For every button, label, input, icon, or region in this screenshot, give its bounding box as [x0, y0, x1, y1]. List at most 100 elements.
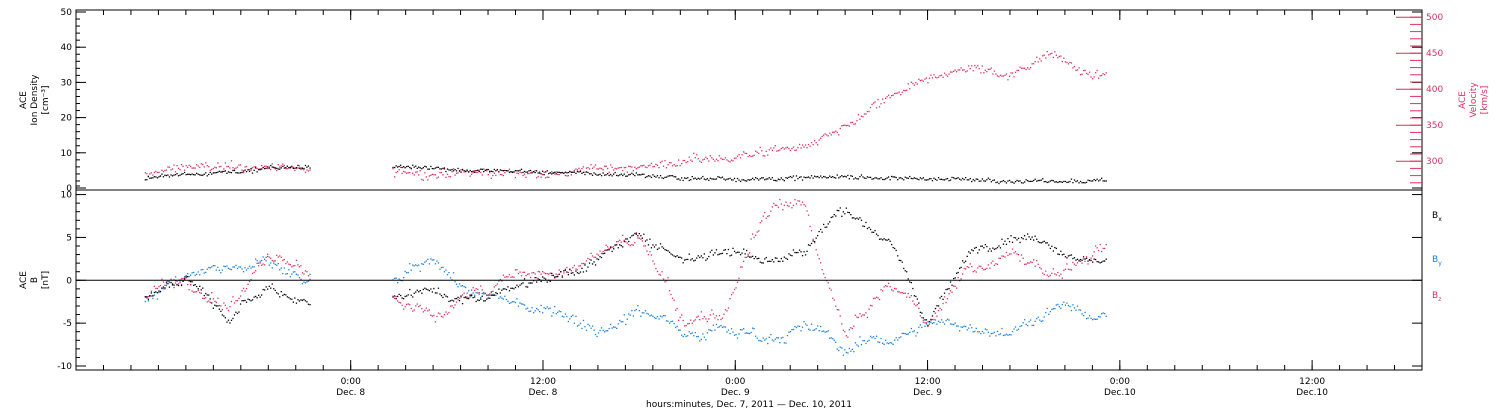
data-point	[949, 179, 952, 181]
data-point	[144, 296, 146, 298]
data-point	[718, 253, 721, 255]
data-point	[1005, 251, 1008, 254]
data-point	[211, 173, 213, 175]
data-point	[564, 171, 566, 173]
data-point	[856, 316, 858, 318]
data-point	[767, 215, 769, 218]
data-point	[971, 65, 973, 67]
data-point	[714, 329, 716, 331]
data-point	[484, 169, 486, 171]
data-point	[161, 287, 163, 289]
data-point	[300, 168, 302, 171]
data-point	[647, 244, 650, 246]
data-point	[823, 175, 825, 178]
data-point	[1051, 52, 1053, 54]
data-point	[676, 255, 678, 257]
data-point	[729, 298, 731, 300]
data-point	[628, 244, 630, 246]
data-point	[469, 294, 471, 297]
data-point	[939, 75, 941, 77]
y-tick-label: 10	[61, 191, 73, 201]
data-point	[502, 274, 504, 276]
data-point	[732, 179, 734, 181]
data-point	[490, 177, 492, 179]
data-point	[1022, 67, 1024, 69]
data-point	[1101, 261, 1103, 263]
data-point	[761, 150, 763, 152]
data-point	[702, 257, 704, 259]
data-point	[653, 317, 656, 319]
data-point	[455, 283, 458, 285]
density-points	[144, 164, 1107, 185]
data-point	[424, 172, 426, 174]
data-point	[662, 278, 665, 280]
data-point	[616, 241, 618, 243]
data-point	[410, 167, 412, 169]
data-point	[1043, 181, 1045, 183]
data-point	[540, 173, 542, 175]
data-point	[433, 259, 435, 261]
data-point	[697, 335, 699, 338]
data-point	[687, 161, 689, 163]
data-point	[622, 321, 624, 323]
data-point	[581, 167, 583, 170]
data-point	[433, 168, 435, 170]
data-point	[744, 180, 746, 182]
data-point	[782, 260, 784, 262]
data-point	[525, 308, 527, 310]
data-point	[703, 316, 705, 318]
data-point	[546, 306, 548, 308]
data-point	[455, 297, 458, 300]
data-point	[394, 166, 396, 169]
data-point	[1051, 308, 1053, 311]
data-point	[588, 168, 591, 170]
data-point	[265, 165, 267, 167]
data-point	[915, 305, 917, 307]
data-point	[863, 177, 866, 179]
data-point	[706, 332, 708, 334]
data-point	[602, 251, 604, 253]
data-point	[721, 176, 724, 178]
data-point	[794, 251, 796, 254]
data-point	[203, 294, 205, 297]
data-point	[537, 172, 539, 174]
data-point	[564, 174, 566, 177]
data-point	[785, 177, 787, 179]
data-point	[739, 254, 742, 256]
data-point	[739, 329, 742, 331]
data-point	[915, 177, 917, 180]
data-point	[404, 295, 406, 298]
data-point	[709, 177, 711, 179]
data-point	[495, 292, 497, 294]
data-point	[865, 342, 867, 345]
data-point	[537, 175, 539, 178]
data-point	[774, 145, 776, 147]
data-point	[866, 340, 869, 342]
data-point	[937, 76, 940, 78]
data-point	[498, 280, 500, 282]
data-point	[590, 259, 592, 261]
data-point	[1060, 250, 1062, 252]
data-point	[581, 267, 583, 269]
data-point	[1042, 178, 1044, 180]
data-point	[868, 176, 870, 179]
data-point	[943, 179, 946, 181]
data-point	[549, 280, 551, 282]
data-point	[247, 298, 249, 300]
data-point	[1020, 237, 1023, 239]
data-point	[774, 179, 776, 182]
data-point	[661, 316, 663, 318]
data-point	[718, 314, 721, 317]
data-point	[945, 319, 947, 322]
data-point	[1020, 182, 1023, 184]
data-point	[545, 177, 547, 179]
data-point	[806, 210, 808, 212]
data-point	[747, 253, 749, 255]
data-point	[245, 165, 248, 168]
data-point	[147, 176, 149, 178]
data-point	[493, 294, 495, 296]
data-point	[516, 269, 518, 271]
data-point	[807, 176, 810, 178]
data-point	[238, 297, 240, 299]
data-point	[410, 307, 412, 310]
